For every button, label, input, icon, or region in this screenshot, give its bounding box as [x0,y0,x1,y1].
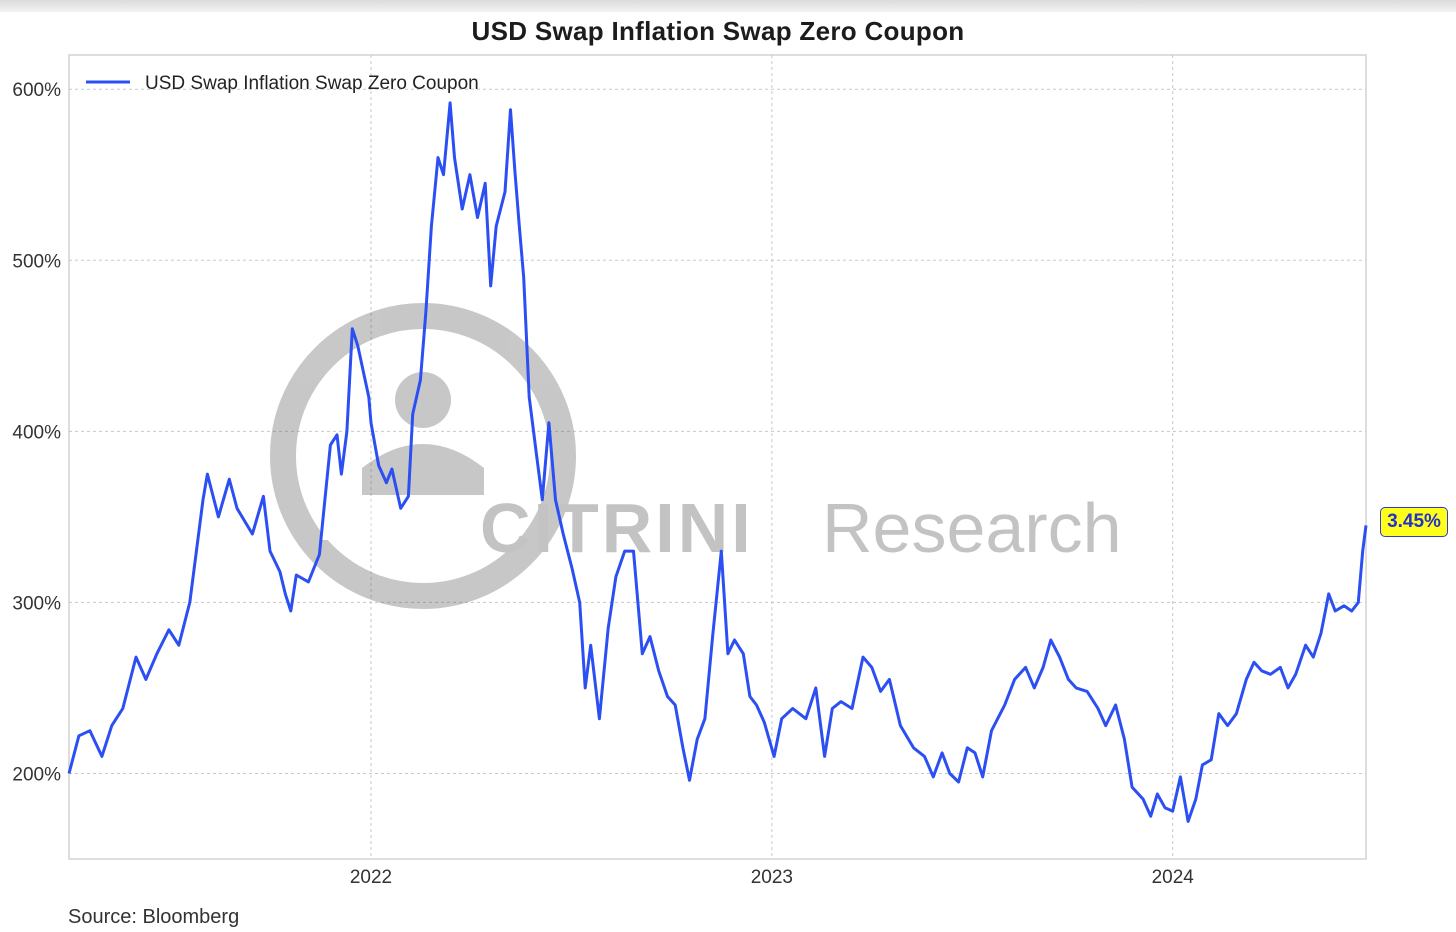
legend-entry: USD Swap Inflation Swap Zero Coupon [145,73,479,94]
source-note: Source: Bloomberg [68,906,240,928]
window-top-bar [0,0,1456,12]
y-tick-label: 600% [12,80,61,101]
x-tick-label: 2023 [751,867,793,888]
y-tick-label: 300% [12,593,61,614]
series-line [67,101,1368,823]
watermark-logo: CITRINI Research [270,303,1122,609]
series-layer [67,101,1368,823]
x-tick-label: 2024 [1152,867,1195,888]
chart-title: USD Swap Inflation Swap Zero Coupon [471,16,965,46]
y-tick-label: 500% [12,251,61,272]
plot-area [68,54,1367,860]
svg-text:Research: Research [822,489,1122,567]
y-tick-label: 400% [12,422,61,443]
y-tick-label: 200% [12,764,61,785]
svg-text:CITRINI: CITRINI [480,489,754,567]
last-value-label: 3.45% [1380,507,1448,537]
x-tick-label: 2022 [350,867,392,888]
axis-ticks: 200% 300% 400% 500% 600% 2022 2023 2024 [12,80,1194,888]
